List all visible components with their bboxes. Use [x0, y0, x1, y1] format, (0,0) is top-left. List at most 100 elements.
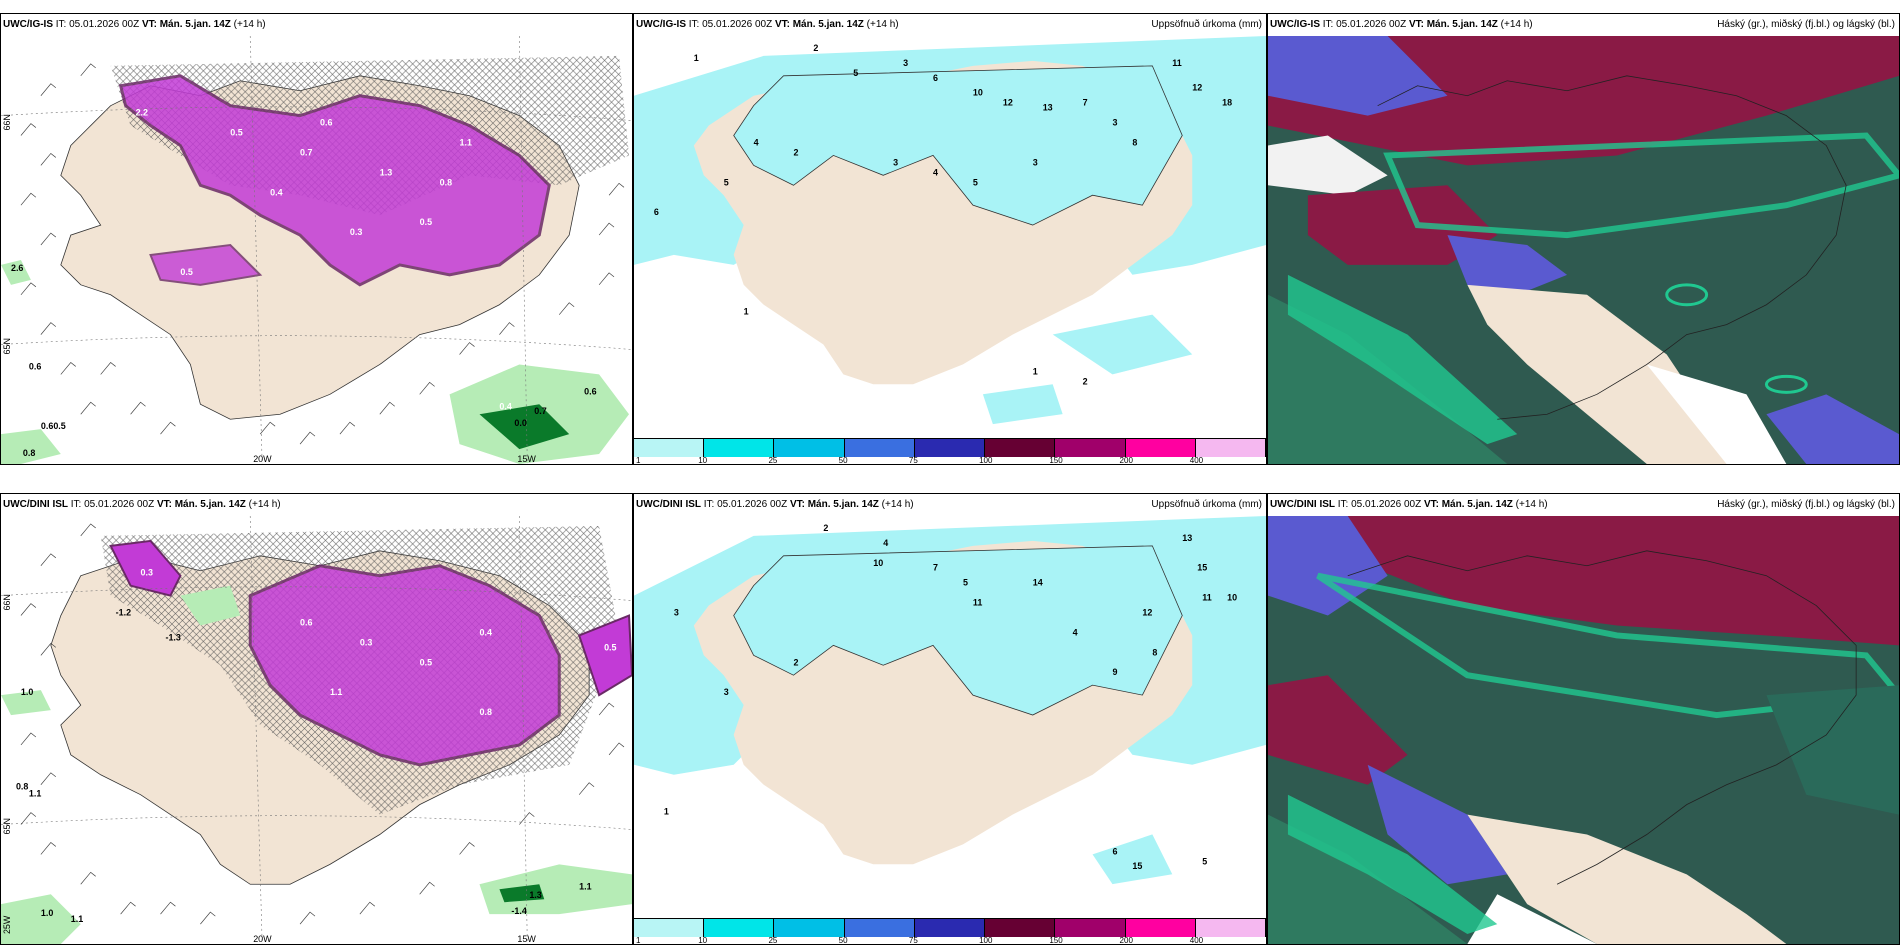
precip-value: 5 [963, 578, 968, 588]
lon-label: 25W [2, 915, 12, 934]
init-time: IT: 05.01.2026 00Z [53, 19, 142, 30]
init-time: IT: 05.01.2026 00Z [1335, 499, 1424, 510]
valid-time: VT: Mán. 5.jan. 14Z [1423, 499, 1513, 510]
precip-value: 6 [654, 207, 659, 217]
precip-value: 12 [1003, 98, 1013, 108]
precip-value: 5 [1202, 856, 1207, 866]
precip-value: -1.4 [511, 906, 526, 916]
panel-r1c3-cloud-map: UWC/IG-IS IT: 05.01.2026 00Z VT: Mán. 5.… [1267, 13, 1900, 465]
lat-label: 65N [2, 818, 12, 834]
field-title: Uppsöfnuð úrkoma (mm) [1151, 19, 1262, 30]
valid-time: VT: Mán. 5.jan. 14Z [141, 19, 231, 30]
wind-barbs [20, 523, 625, 925]
init-time: IT: 05.01.2026 00Z [686, 19, 775, 30]
precip-value: 6 [933, 73, 938, 83]
lead-time: (+14 h) [878, 499, 914, 510]
precip-value: 1.3 [380, 167, 392, 177]
lon-label: 20W [253, 454, 272, 464]
map-area[interactable]: 2 3 4 10 7 5 11 13 15 14 12 11 10 6 15 5… [634, 516, 1266, 918]
precip-value: -1.2 [116, 608, 131, 618]
colorbar-tick: 400 [1189, 936, 1204, 945]
precip-value: 0.4 [270, 187, 282, 197]
colorbar-swatch [1195, 919, 1266, 937]
lead-time: (+14 h) [1512, 499, 1548, 510]
precip-value: 0.3 [360, 637, 372, 647]
colorbar-tick: 50 [838, 936, 848, 945]
precip-value: 0.4 [499, 401, 511, 411]
colorbar-swatch [634, 919, 705, 937]
field-title: Háský (gr.), miðský (fj.bl.) og lágský (… [1717, 499, 1895, 510]
model-name: UWC/IG-IS [3, 19, 53, 30]
colorbar-swatch [1125, 439, 1196, 457]
valid-time: VT: Mán. 5.jan. 14Z [774, 19, 864, 30]
panel-header: UWC/IG-IS IT: 05.01.2026 00Z VT: Mán. 5.… [1, 14, 632, 36]
precip-value: 2.2 [136, 108, 148, 118]
init-time: IT: 05.01.2026 00Z [1320, 19, 1409, 30]
colorbar-swatch [774, 439, 845, 457]
map-area[interactable] [1268, 516, 1899, 944]
precip-value: 11 [1172, 58, 1181, 68]
lat-label: 66N [2, 114, 12, 130]
precip-value: 0.8 [16, 782, 28, 792]
precip-value: 4 [933, 167, 938, 177]
precip-value: 5 [724, 177, 729, 187]
precip-value: 14 [1033, 578, 1043, 588]
precip-value: 2.6 [11, 263, 23, 273]
colorbar-swatch [985, 919, 1056, 937]
precip-value: 1.1 [579, 881, 591, 891]
precip-value: 1.1 [330, 687, 342, 697]
colorbar-tick: 150 [1049, 936, 1063, 945]
model-name: UWC/IG-IS [1270, 19, 1320, 30]
colorbar-swatch [704, 919, 775, 937]
map-area[interactable] [1268, 36, 1899, 464]
precip-value: 1 [694, 53, 699, 63]
precip-value: 0.8 [440, 177, 452, 187]
precip-value: 2 [793, 147, 798, 157]
precip-value: 12 [1142, 608, 1152, 618]
colorbar-tick: 25 [768, 456, 778, 465]
lead-time: (+14 h) [863, 19, 899, 30]
lead-time: (+14 h) [245, 499, 281, 510]
lon-label: 15W [517, 454, 536, 464]
precip-value: 2 [1083, 376, 1088, 386]
lon-label: 20W [253, 934, 272, 944]
colorbar-swatch [844, 439, 915, 457]
colorbar-swatch [704, 439, 775, 457]
precip-value: 11 [1202, 593, 1211, 603]
precip-value: -1.3 [165, 632, 180, 642]
precip-value: 4 [1073, 627, 1078, 637]
precip-value: 7 [1083, 98, 1088, 108]
colorbar-tick: 50 [838, 456, 848, 465]
colorbar: 1 10 25 50 75 100 150 200 400 [634, 438, 1266, 464]
precip-value: 18 [1222, 98, 1232, 108]
precip-value: 8 [1132, 137, 1137, 147]
precip-value: 2 [823, 523, 828, 533]
map-area[interactable]: 0.5 0.7 1.3 0.4 0.8 0.5 0.3 0.6 1.1 0.5 … [1, 36, 632, 464]
colorbar-tick: 75 [908, 936, 918, 945]
precip-value: 9 [1112, 667, 1117, 677]
precip-value: 2 [813, 43, 818, 53]
panel-header: UWC/IG-IS IT: 05.01.2026 00Z VT: Mán. 5.… [634, 14, 1266, 36]
precip-value: 0.3 [350, 227, 362, 237]
colorbar-tick: 200 [1119, 456, 1133, 465]
precip-value: 0.8 [23, 448, 35, 458]
colorbar-swatch [1055, 439, 1126, 457]
map-area[interactable]: -1.2 -1.3 0.6 0.3 0.5 0.4 1.1 0.8 1.0 0.… [1, 516, 632, 944]
precip-value: 15 [1132, 861, 1142, 871]
precip-magenta [248, 564, 561, 767]
colorbar-swatch [634, 439, 705, 457]
map-area[interactable]: 1 2 3 5 6 10 12 13 11 18 12 7 3 8 4 5 6 … [634, 36, 1266, 438]
init-time: IT: 05.01.2026 00Z [68, 499, 157, 510]
panel-header: UWC/DINI ISL IT: 05.01.2026 00Z VT: Mán.… [1, 494, 632, 516]
precip-value: 1.1 [460, 137, 472, 147]
precip-value: 0.5 [604, 642, 616, 652]
precip-value: 1 [664, 807, 669, 817]
precip-value: 0.0 [514, 418, 526, 428]
colorbar-tick: 400 [1189, 456, 1204, 465]
lead-time: (+14 h) [230, 19, 266, 30]
panel-r2c2-precip-map: UWC/DINI ISL IT: 05.01.2026 00Z VT: Mán.… [633, 493, 1267, 945]
precip-value: 10 [873, 558, 883, 568]
colorbar-swatch [1195, 439, 1266, 457]
colorbar-tick: 150 [1049, 456, 1063, 465]
valid-time: VT: Mán. 5.jan. 14Z [1408, 19, 1498, 30]
